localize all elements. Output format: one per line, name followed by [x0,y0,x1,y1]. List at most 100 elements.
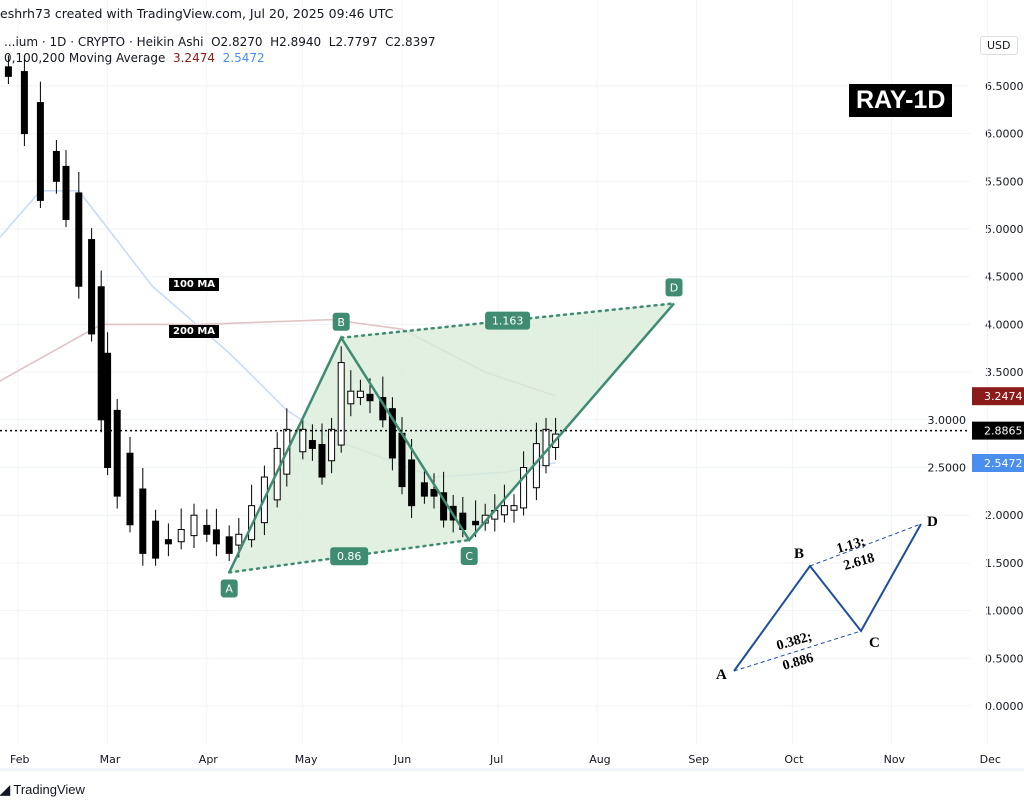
candle-body [420,482,428,497]
candle-body [366,393,374,402]
candle-body [225,536,233,554]
price-axis [970,0,1024,770]
pattern-point-b-box [332,312,350,331]
candle-body [36,102,44,201]
candle [20,55,28,147]
x-tick-label: Oct [784,753,804,766]
pattern-point-c: C [465,550,473,563]
candle-body [472,520,480,526]
ohlc-open: O2.8270 [211,35,263,49]
footer-divider [0,768,1024,771]
candle-body [152,520,160,559]
ma200-price-tag-bg [972,387,1024,406]
ratio-bd-label: 1.163 [492,315,524,328]
candle-body [337,362,345,446]
candle [520,451,528,516]
candle [225,525,233,561]
x-tick-label: Jun [393,753,411,766]
x-tick-label: Feb [10,753,29,766]
pattern-point-a-box [220,579,238,598]
candle-body [408,459,416,507]
y-tick-label: 2.0000 [985,509,1024,522]
candle [203,509,211,542]
chart-credit: eshrh73 created with TradingView.com, Ju… [0,6,394,21]
inset-ac-line [733,630,862,672]
inset-point-b: B [794,546,804,562]
candle [212,508,220,557]
inset-point-c: C [869,635,880,651]
ma-legend[interactable]: 0,100,200 Moving Average 3.2474 2.5472 [4,51,265,65]
y-tick-label: 4.5000 [985,271,1024,284]
candle [337,346,345,453]
candle-body [308,440,316,449]
logo-icon: ◢ [0,782,10,797]
x-tick-label: Aug [589,753,610,766]
pattern-bcd-fill [341,303,674,541]
current-price-tag-bg [972,421,1024,440]
inset-legs [733,523,922,672]
candle [408,438,416,519]
logo-text: TradingView [13,782,85,797]
y-tick-label: 5.0000 [985,223,1024,236]
pattern-legs [228,302,675,573]
y-tick-label: 1.5000 [985,557,1024,570]
ratio-bd-label-box [485,311,531,330]
candle [308,424,316,461]
ma100-value: 2.5472 [222,51,265,65]
candle-body [52,150,60,182]
currency-button[interactable]: USD [980,36,1018,55]
candle-body [299,428,307,453]
candle [177,508,185,550]
pattern-point-b: B [337,316,345,329]
y-tick-label: 1.0000 [985,605,1024,618]
ma200-label: 200 MA [169,325,220,338]
candle [126,437,134,533]
current-price-tag: 2.8865 [984,425,1023,438]
candle [152,509,160,566]
ratio-ac-label: 0.86 [337,550,362,563]
inset-ratio-ac-2: 0.886 [781,651,815,674]
candle [104,332,112,476]
candle-body [356,390,364,398]
candle [388,397,396,471]
inset-ratio-ac-1: 0.382; [775,629,814,653]
candle-body [126,452,134,526]
candle-body [113,409,121,497]
ratio-ac-label-box [330,547,369,566]
candle [164,523,172,557]
y-tick-label: 5.5000 [985,175,1024,188]
candle-body [235,533,243,546]
candle-body [164,539,172,545]
candle-body [88,239,96,335]
tradingview-logo[interactable]: ◢ TradingView [0,782,85,798]
symbol-legend: ...ium · 1D · CRYPTO · Heikin Ashi O2.82… [4,35,436,49]
candle-body [328,428,336,462]
y-tick-label: 2.5000 [928,462,967,475]
candle-body [398,432,406,488]
ma100-price-tag-bg [972,453,1024,472]
candle-body [203,524,211,535]
candle [88,228,96,342]
x-tick-label: Mar [100,753,121,766]
ma100-price-tag: 2.5472 [984,457,1023,470]
x-tick-label: Nov [884,753,906,766]
x-tick-label: May [295,753,318,766]
ma200-price-tag: 3.2474 [984,390,1023,403]
x-tick-label: Apr [199,753,219,766]
candle-body [75,192,83,287]
candle [113,398,121,509]
candle [500,484,508,523]
inset-point-d: D [927,514,938,530]
candle [190,503,198,549]
x-tick-label: Jul [489,753,503,766]
pattern-point-d-box [665,278,683,297]
ticker-badge: RAY-1D [849,84,953,117]
ma100-label: 100 MA [169,278,220,291]
candle [510,494,518,523]
pattern-point-d: D [670,281,678,294]
y-tick-label: 3.0000 [928,414,967,427]
candle-body [62,165,70,220]
candle-body [347,390,355,405]
pattern-point-a: A [225,582,233,595]
